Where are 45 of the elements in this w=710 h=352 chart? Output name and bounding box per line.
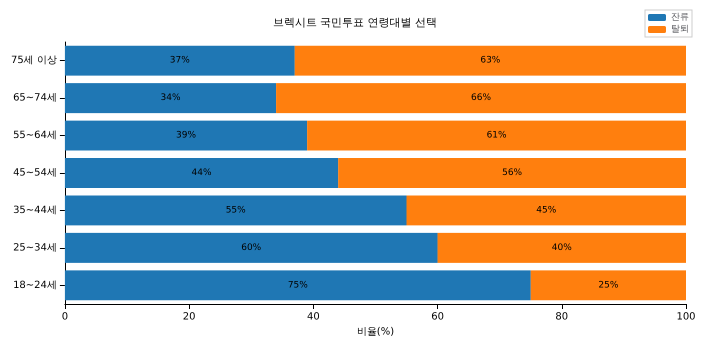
chart-title: 브렉시트 국민투표 연령대별 선택 xyxy=(272,16,438,29)
data-label: 37% xyxy=(170,56,190,66)
bar xyxy=(307,120,686,151)
legend-label: 탈퇴 xyxy=(671,24,689,34)
y-tick-label: 45~54세 xyxy=(13,168,57,178)
y-tick-label: 55~64세 xyxy=(13,130,57,142)
bar xyxy=(276,83,686,114)
data-label: 44% xyxy=(192,168,212,178)
data-label: 39% xyxy=(176,130,196,141)
data-label: 40% xyxy=(552,242,572,253)
y-tick-label: 35~44세 xyxy=(13,204,57,216)
data-label: 61% xyxy=(486,130,508,141)
data-label: 63% xyxy=(480,56,501,66)
bar xyxy=(406,195,686,226)
legend-label: 잔류 xyxy=(671,12,689,22)
data-label: 34% xyxy=(160,93,181,104)
x-axis-title: 비율(%) xyxy=(356,326,394,338)
x-tick-label: 40 xyxy=(306,312,320,322)
bar xyxy=(338,158,686,188)
bar xyxy=(64,46,295,76)
bar xyxy=(64,120,308,151)
y-tick-label: 75세 이상 xyxy=(10,55,57,66)
x-tick-label: 100 xyxy=(676,312,696,322)
bar xyxy=(64,232,438,263)
bar xyxy=(530,270,686,300)
bar xyxy=(64,158,338,188)
data-label: 55% xyxy=(226,205,246,216)
y-tick-label: 18~24세 xyxy=(13,280,57,291)
bar xyxy=(64,270,531,300)
x-tick-label: 20 xyxy=(182,312,196,322)
data-label: 56% xyxy=(502,168,523,178)
x-tick-label: 60 xyxy=(431,312,444,322)
bar xyxy=(64,195,407,226)
y-tick-label: 25~34세 xyxy=(13,242,57,254)
bar xyxy=(64,83,276,114)
bar xyxy=(294,46,686,76)
x-tick-label: 80 xyxy=(555,312,568,322)
bar xyxy=(438,232,686,263)
data-label: 75% xyxy=(288,280,308,290)
data-label: 45% xyxy=(536,205,557,216)
x-tick-label: 0 xyxy=(62,312,68,322)
data-label: 60% xyxy=(241,242,262,253)
data-label: 25% xyxy=(598,280,619,290)
y-tick-label: 65~74세 xyxy=(13,92,57,104)
data-label: 66% xyxy=(471,93,492,104)
